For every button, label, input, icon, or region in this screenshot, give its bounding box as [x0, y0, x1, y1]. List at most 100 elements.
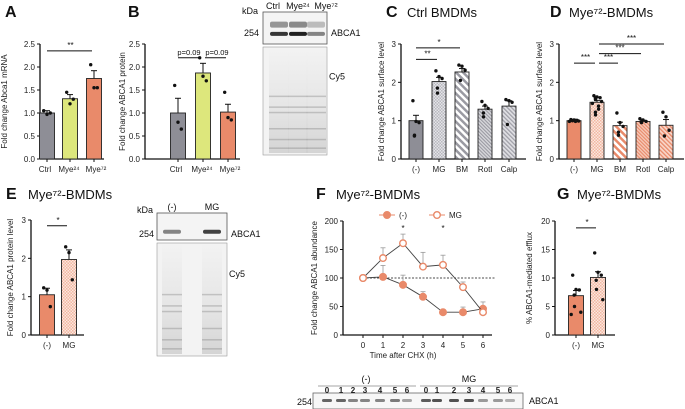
- data-point: [593, 110, 598, 114]
- y-axis-label: Fold change ABCA1 protein: [118, 52, 127, 151]
- series-mg: [359, 233, 488, 317]
- data-point: [576, 119, 581, 123]
- blot-band: [478, 399, 488, 402]
- y-tick-label: 0: [546, 331, 551, 340]
- y-axis-label: Fold change ABCA1 surface level: [535, 42, 544, 161]
- data-point: [638, 117, 642, 121]
- y-tick-label: 0: [550, 155, 555, 164]
- series-control: [359, 265, 488, 317]
- bar: [501, 105, 517, 160]
- cy5-band: [288, 95, 308, 98]
- y-tick-label: 0.0: [24, 155, 36, 164]
- kda-label: kDa: [137, 205, 153, 215]
- y-axis-label: Fold change ABCA1 abundance: [310, 221, 319, 335]
- cy5-lane: [269, 49, 289, 153]
- panel-c-chart: 0 1 2 3 Fold change ABCA1 surface level (-) MG…: [377, 38, 526, 174]
- cy5-lane: [162, 245, 182, 354]
- data-point: [593, 113, 598, 117]
- data-point: [639, 120, 644, 125]
- data-point: [618, 120, 622, 125]
- data-point: [598, 95, 602, 100]
- data-point: [459, 308, 468, 317]
- data-point: [510, 100, 514, 104]
- x-tick-label: 2: [401, 341, 406, 350]
- x-tick-label: Mye⁷²: [220, 165, 241, 174]
- data-point: [573, 118, 578, 122]
- panel-letter: E: [6, 186, 17, 203]
- blot-band: [402, 399, 412, 402]
- lane-label: 3: [467, 386, 472, 395]
- data-point: [460, 64, 464, 68]
- significance-label: p=0.09: [177, 48, 200, 57]
- loading-control-label: Cy5: [329, 71, 345, 81]
- bar: [170, 112, 186, 160]
- blot-band: [307, 21, 325, 28]
- panel-letter: D: [550, 4, 562, 21]
- data-point: [70, 278, 75, 282]
- blot-abca1-image: [262, 11, 328, 45]
- bar: [39, 294, 55, 336]
- x-tick-label: (-): [43, 341, 51, 350]
- data-point: [579, 310, 583, 314]
- panel-c-header: C Ctrl BMDMs: [386, 4, 478, 21]
- x-tick-label: BM: [456, 165, 468, 174]
- data-point: [590, 101, 595, 106]
- cy5-band: [306, 138, 326, 141]
- y-tick-label: 1.5: [129, 86, 141, 95]
- band-label: ABCA1: [529, 396, 559, 406]
- data-point: [569, 312, 573, 317]
- bar: [658, 124, 674, 160]
- data-point: [574, 287, 578, 292]
- cy5-band: [288, 138, 308, 141]
- panel-letter: B: [128, 4, 140, 21]
- lane-label: 2: [351, 386, 356, 395]
- data-point: [504, 97, 508, 102]
- lane-label: Mye⁷²: [314, 1, 337, 11]
- cy5-lane: [288, 49, 308, 153]
- data-point: [593, 251, 597, 255]
- x-tick-label: Mye²⁴: [191, 165, 213, 174]
- blot-band: [421, 399, 431, 402]
- panel-d-header: D Mye⁷²-BMDMs: [550, 4, 654, 21]
- data-point: [379, 254, 388, 263]
- significance-label: ***: [615, 44, 624, 53]
- x-axis-label: Time after CHX (h): [370, 351, 437, 360]
- data-point: [481, 111, 486, 115]
- kda-marker-label: 254: [139, 229, 154, 239]
- lane-label: 2: [452, 386, 457, 395]
- cy5-lane: [306, 49, 326, 153]
- cy5-band: [202, 293, 222, 296]
- lane-label: 6: [508, 386, 513, 395]
- blot-band: [163, 229, 181, 234]
- data-point: [411, 99, 415, 103]
- data-point: [63, 245, 68, 249]
- data-point: [593, 97, 598, 102]
- data-point: [572, 293, 576, 297]
- lane-label: MG: [205, 202, 220, 212]
- y-tick-label: 2: [392, 78, 397, 87]
- panel-letter: A: [5, 4, 17, 21]
- lane-label: 4: [481, 386, 486, 395]
- x-tick-label: 4: [441, 341, 446, 350]
- data-point: [48, 304, 52, 309]
- cy5-band: [162, 348, 182, 350]
- data-point: [596, 104, 601, 108]
- y-axis-label: % ABCA1-mediated efflux: [525, 232, 534, 324]
- significance-label: *: [441, 224, 444, 233]
- cy5-band: [202, 339, 222, 341]
- y-tick-label: 0: [334, 331, 339, 340]
- panel-title: Mye⁷²-BMDMs: [569, 5, 654, 20]
- y-tick-label: 150: [325, 246, 339, 255]
- y-tick-label: 3: [392, 40, 397, 49]
- bar: [454, 71, 470, 160]
- x-tick-label: Mye²⁴: [58, 165, 80, 174]
- data-point: [596, 270, 600, 274]
- legend: (-) MG: [379, 210, 462, 220]
- cy5-band: [269, 138, 289, 141]
- data-point: [435, 86, 440, 90]
- panel-e-header: E Mye⁷²-BMDMs: [6, 186, 113, 203]
- data-point: [667, 128, 671, 132]
- data-point: [45, 288, 49, 292]
- data-point: [486, 106, 490, 111]
